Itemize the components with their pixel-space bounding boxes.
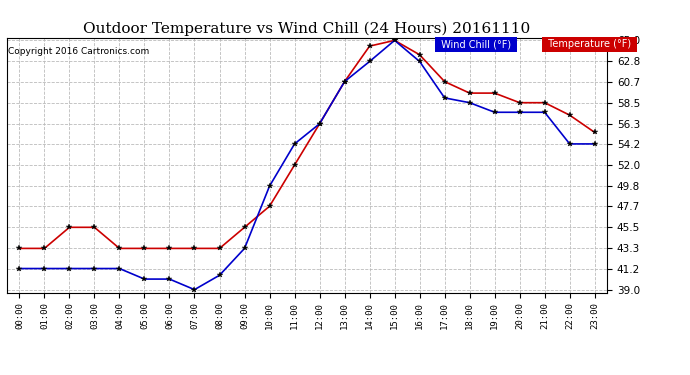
Text: Wind Chill (°F): Wind Chill (°F): [438, 39, 515, 50]
Text: Copyright 2016 Cartronics.com: Copyright 2016 Cartronics.com: [8, 47, 150, 56]
Text: Temperature (°F): Temperature (°F): [545, 39, 634, 50]
Title: Outdoor Temperature vs Wind Chill (24 Hours) 20161110: Outdoor Temperature vs Wind Chill (24 Ho…: [83, 22, 531, 36]
